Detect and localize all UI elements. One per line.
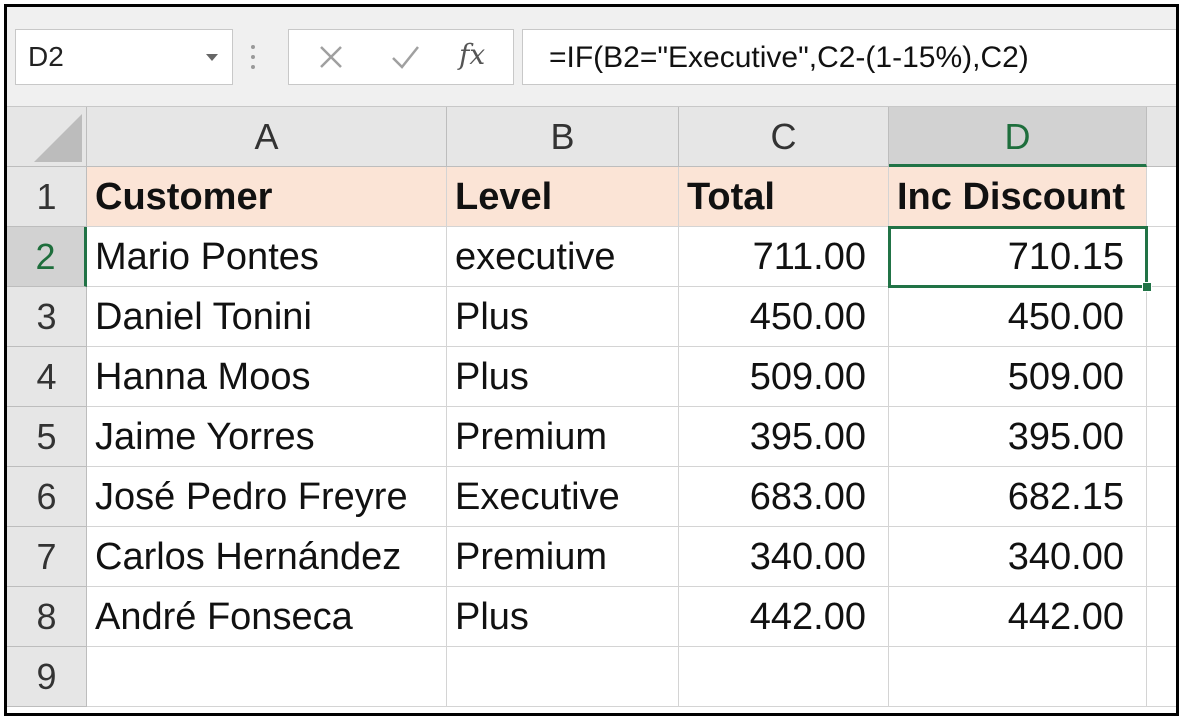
- row-header-4[interactable]: 4: [7, 347, 87, 407]
- cell-a5[interactable]: Jaime Yorres: [87, 407, 447, 467]
- cell-a4[interactable]: Hanna Moos: [87, 347, 447, 407]
- column-header-b[interactable]: B: [447, 107, 679, 167]
- cell-a6[interactable]: José Pedro Freyre: [87, 467, 447, 527]
- cell-e2[interactable]: [1147, 227, 1176, 287]
- name-box[interactable]: D2: [15, 29, 233, 85]
- cell-b9[interactable]: [447, 647, 679, 707]
- cell-d9[interactable]: [889, 647, 1147, 707]
- cell-b4[interactable]: Plus: [447, 347, 679, 407]
- cell-d7[interactable]: 340.00: [889, 527, 1147, 587]
- cell-c4[interactable]: 509.00: [679, 347, 889, 407]
- formula-input[interactable]: =IF(B2="Executive",C2-(1-15%),C2): [522, 29, 1176, 85]
- cell-b6[interactable]: Executive: [447, 467, 679, 527]
- cell-e9[interactable]: [1147, 647, 1176, 707]
- excel-window: D2 fx =IF(B2="Executive",C2-(1-15%),C2) …: [4, 4, 1179, 716]
- formula-bar: D2 fx =IF(B2="Executive",C2-(1-15%),C2): [7, 7, 1176, 107]
- cell-e5[interactable]: [1147, 407, 1176, 467]
- select-all-button[interactable]: [7, 107, 87, 167]
- row-header-3[interactable]: 3: [7, 287, 87, 347]
- fill-handle[interactable]: [1142, 282, 1152, 292]
- enter-check-icon[interactable]: [385, 30, 425, 84]
- column-header-a[interactable]: A: [87, 107, 447, 167]
- cell-d3[interactable]: 450.00: [889, 287, 1147, 347]
- column-header-e[interactable]: [1147, 107, 1176, 167]
- row-header-2[interactable]: 2: [7, 227, 87, 287]
- cell-a3[interactable]: Daniel Tonini: [87, 287, 447, 347]
- cell-b3[interactable]: Plus: [447, 287, 679, 347]
- insert-function-icon[interactable]: fx: [459, 38, 486, 71]
- cell-c7[interactable]: 340.00: [679, 527, 889, 587]
- cell-a9[interactable]: [87, 647, 447, 707]
- cell-a1[interactable]: Customer: [87, 167, 447, 227]
- cell-a2[interactable]: Mario Pontes: [87, 227, 447, 287]
- cell-b5[interactable]: Premium: [447, 407, 679, 467]
- drag-handle-icon[interactable]: [251, 45, 255, 71]
- cell-a8[interactable]: André Fonseca: [87, 587, 447, 647]
- cell-d8[interactable]: 442.00: [889, 587, 1147, 647]
- cell-c1[interactable]: Total: [679, 167, 889, 227]
- cell-d1[interactable]: Inc Discount: [889, 167, 1147, 227]
- cell-e7[interactable]: [1147, 527, 1176, 587]
- cell-e3[interactable]: [1147, 287, 1176, 347]
- row-header-1[interactable]: 1: [7, 167, 87, 227]
- cell-c6[interactable]: 683.00: [679, 467, 889, 527]
- cancel-icon[interactable]: [311, 30, 351, 84]
- cell-d5[interactable]: 395.00: [889, 407, 1147, 467]
- cell-d4[interactable]: 509.00: [889, 347, 1147, 407]
- cell-b2[interactable]: executive: [447, 227, 679, 287]
- row-header-9[interactable]: 9: [7, 647, 87, 707]
- cell-a7[interactable]: Carlos Hernández: [87, 527, 447, 587]
- cell-c3[interactable]: 450.00: [679, 287, 889, 347]
- row-header-5[interactable]: 5: [7, 407, 87, 467]
- column-header-c[interactable]: C: [679, 107, 889, 167]
- cell-c5[interactable]: 395.00: [679, 407, 889, 467]
- cell-c2[interactable]: 711.00: [679, 227, 889, 287]
- cell-c9[interactable]: [679, 647, 889, 707]
- cell-c8[interactable]: 442.00: [679, 587, 889, 647]
- row-header-7[interactable]: 7: [7, 527, 87, 587]
- formula-buttons: fx: [288, 29, 514, 85]
- formula-text: =IF(B2="Executive",C2-(1-15%),C2): [549, 41, 1029, 74]
- column-header-d[interactable]: D: [889, 107, 1147, 167]
- row-header-8[interactable]: 8: [7, 587, 87, 647]
- cell-e1[interactable]: [1147, 167, 1176, 227]
- cell-b1[interactable]: Level: [447, 167, 679, 227]
- cell-e6[interactable]: [1147, 467, 1176, 527]
- name-box-value: D2: [28, 41, 64, 72]
- cell-e4[interactable]: [1147, 347, 1176, 407]
- cell-d6[interactable]: 682.15: [889, 467, 1147, 527]
- cell-d2[interactable]: 710.15: [888, 226, 1148, 288]
- row-header-6[interactable]: 6: [7, 467, 87, 527]
- cell-b8[interactable]: Plus: [447, 587, 679, 647]
- chevron-down-icon[interactable]: [206, 54, 218, 61]
- cell-b7[interactable]: Premium: [447, 527, 679, 587]
- cell-e8[interactable]: [1147, 587, 1176, 647]
